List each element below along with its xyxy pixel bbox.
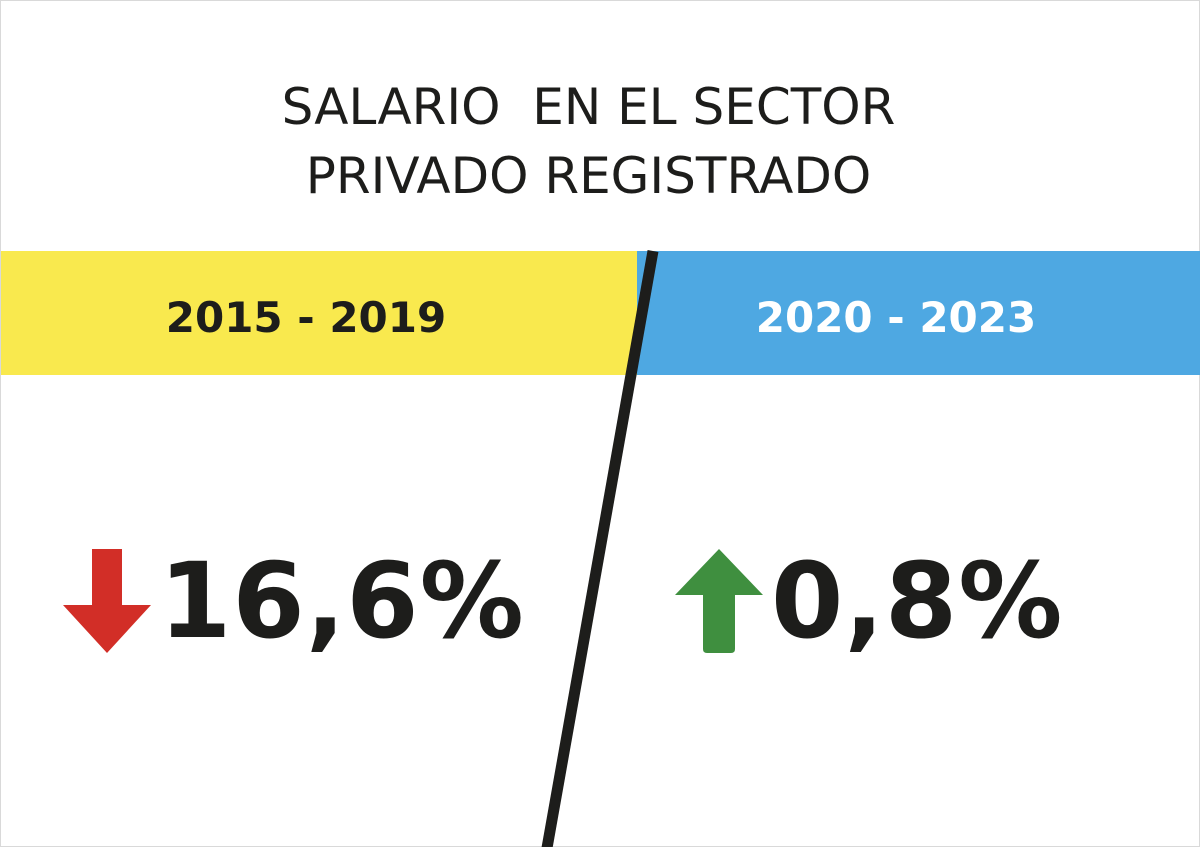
arrow-up-icon (675, 549, 763, 653)
infographic-title: SALARIO EN EL SECTOR PRIVADO REGISTRADO (281, 78, 896, 205)
arrow-down-icon (63, 549, 151, 653)
period-label-right: 2020 - 2023 (755, 293, 1037, 342)
period-label-left: 2015 - 2019 (165, 293, 447, 342)
band-join (637, 251, 661, 375)
period-band-2020-2023 (637, 251, 1200, 375)
stat-right: 0,8% (675, 536, 1063, 666)
period-band-2015-2019 (1, 251, 661, 375)
stat-value-right: 0,8% (771, 540, 1064, 662)
diagonal-divider (541, 250, 659, 847)
stat-left: 16,6% (63, 536, 525, 666)
stat-value-left: 16,6% (159, 540, 525, 662)
